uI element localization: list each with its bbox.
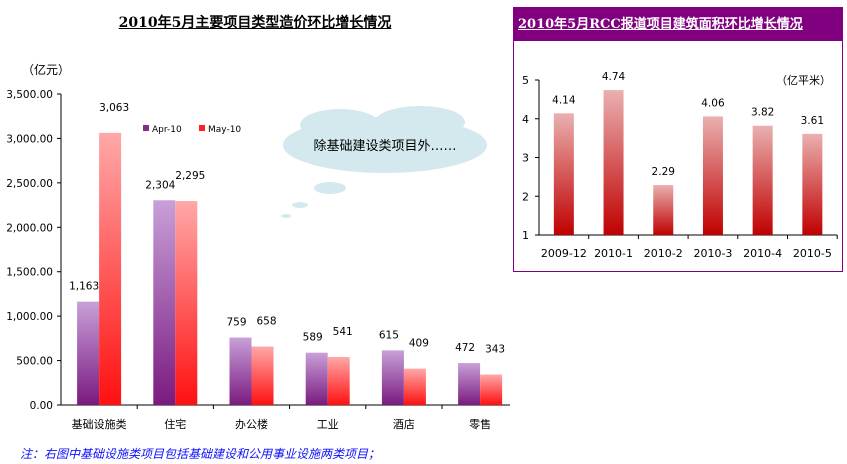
bar [702,116,723,235]
bar [553,113,574,235]
bar-apr [229,337,252,405]
bar-apr [458,363,481,405]
x-tick-label: 零售 [469,417,491,431]
x-tick-label: 2009-12 [541,247,587,260]
right-chart-title: 2010年5月RCC报道项目建筑面积环比增长情况 [514,8,842,41]
data-label: 4.74 [602,71,626,83]
data-label: 409 [409,338,429,350]
y-tick-label: 1,000.00 [6,311,53,323]
x-tick-label: 2010-5 [793,247,832,260]
bar [653,185,674,235]
y-tick-label: 1,500.00 [6,267,53,279]
y-tick-label: 3,000.00 [6,133,53,145]
data-label: 2.29 [652,166,675,178]
data-label: 2,295 [175,170,205,182]
footnote: 注：右图中基础设施类项目包括基础建设和公用事业设施两类项目； [20,447,381,461]
legend-swatch [199,125,205,131]
bar-apr [77,301,100,405]
bar-apr [153,200,176,405]
legend-label: May-10 [208,125,241,135]
bar [603,90,624,235]
bar-may [251,346,274,405]
bar [752,125,773,235]
y-tick-label: 0.00 [30,400,53,412]
data-label: 658 [256,316,276,328]
bar-may [99,132,122,405]
data-label: 541 [333,326,353,338]
data-label: 343 [485,344,505,356]
bar-may [403,368,426,405]
data-label: 472 [455,342,475,354]
data-label: 1,163 [69,281,99,293]
thought-cloud: 除基础建设类项目外…… [281,106,487,218]
y-tick-label: 3,500.00 [6,89,53,101]
y-tick-label: 3 [522,152,529,165]
x-tick-label: 工业 [317,418,339,431]
y-tick-label: 1 [522,229,529,242]
data-label: 4.06 [701,97,725,109]
bar [802,133,823,235]
data-label: 759 [226,317,246,329]
left-chart-title: 2010年5月主要项目类型造价环比增长情况 [118,15,392,31]
y-tick-label: 4 [522,113,529,126]
bar-may [175,201,198,405]
legend-swatch [143,125,149,131]
x-tick-label: 基础设施类 [72,417,127,431]
x-tick-label: 2010-2 [644,247,683,260]
right-bar-chart: （亿平米） 1 2 3 4 5 4.14 2009-12 4.74 2010-1 2.29 2010… [522,71,838,260]
data-label: 3.61 [801,115,824,127]
x-tick-label: 2010-1 [594,247,633,260]
x-tick-label: 办公楼 [235,417,268,431]
bar-may [480,374,503,405]
right-chart-panel: 2010年5月RCC报道项目建筑面积环比增长情况 [513,7,843,272]
y-axis-unit: （亿元） [22,62,70,77]
data-label: 4.14 [552,94,576,106]
left-bar-chart: 除基础建设类项目外…… （亿元） 0.00 500.00 1,000.00 1,500… [6,62,510,431]
data-label: 3.82 [751,107,774,119]
x-tick-label: 2010-4 [743,247,782,260]
bar-apr [381,350,404,405]
y-tick-label: 2 [522,190,529,203]
cloud-annotation: 除基础建设类项目外…… [313,139,456,154]
x-tick-label: 住宅 [164,417,186,431]
data-label: 2,304 [145,179,175,191]
y-tick-label: 5 [522,74,529,87]
y-tick-label: 2,500.00 [6,178,53,190]
data-label: 615 [379,329,399,341]
bar-apr [305,352,328,405]
data-label: 3,063 [99,102,129,114]
data-label: 589 [303,332,323,344]
x-tick-label: 2010-3 [693,247,732,260]
x-tick-label: 酒店 [393,417,415,431]
right-y-unit: （亿平米） [776,74,831,87]
y-tick-label: 2,000.00 [6,222,53,234]
y-tick-label: 500.00 [16,356,53,368]
bar-may [327,356,350,405]
legend-label: Apr-10 [152,125,182,135]
